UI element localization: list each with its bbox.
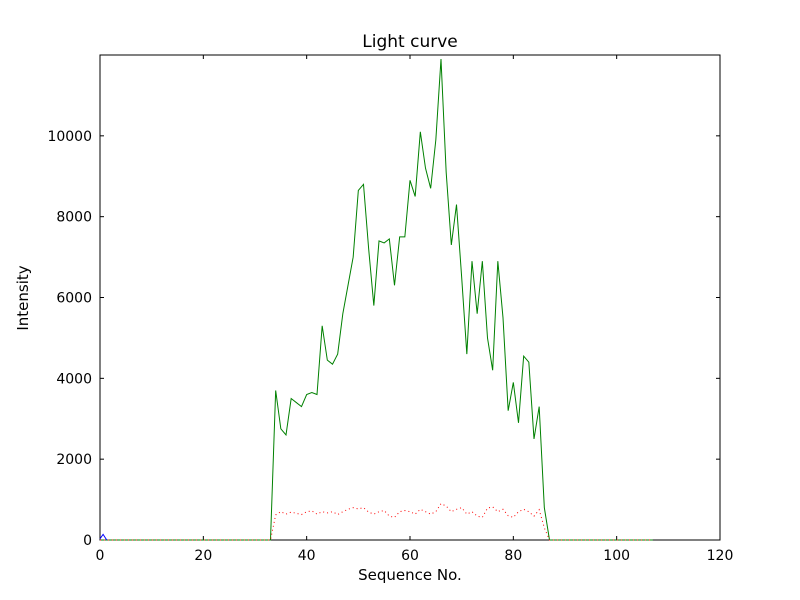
- x-tick-label: 0: [96, 548, 105, 564]
- x-tick-label: 40: [298, 548, 316, 564]
- plot-frame: [99, 54, 721, 541]
- series-start-marker-line: [99, 533, 108, 541]
- series-intensity-line: [100, 59, 653, 541]
- x-axis-label: Sequence No.: [358, 566, 462, 584]
- y-tick-label: 2000: [56, 452, 92, 468]
- x-tick-label: 60: [401, 548, 419, 564]
- y-tick-label: 8000: [56, 210, 92, 226]
- y-tick-label: 10000: [47, 129, 92, 145]
- x-tick-label: 20: [194, 548, 212, 564]
- chart-title: Light curve: [362, 32, 457, 52]
- y-tick-label: 4000: [56, 371, 92, 387]
- y-tick-label: 6000: [56, 291, 92, 307]
- y-axis-label: Intensity: [14, 265, 32, 330]
- series-background-line: [100, 502, 653, 541]
- x-tick-label: 120: [707, 548, 734, 564]
- x-tick-label: 100: [603, 548, 630, 564]
- y-tick-label: 0: [83, 533, 92, 549]
- plot-area: 0 20 40 60 80 100 120 0 2000 4000 6000 8000 10000: [47, 54, 734, 564]
- x-tick-label: 80: [504, 548, 522, 564]
